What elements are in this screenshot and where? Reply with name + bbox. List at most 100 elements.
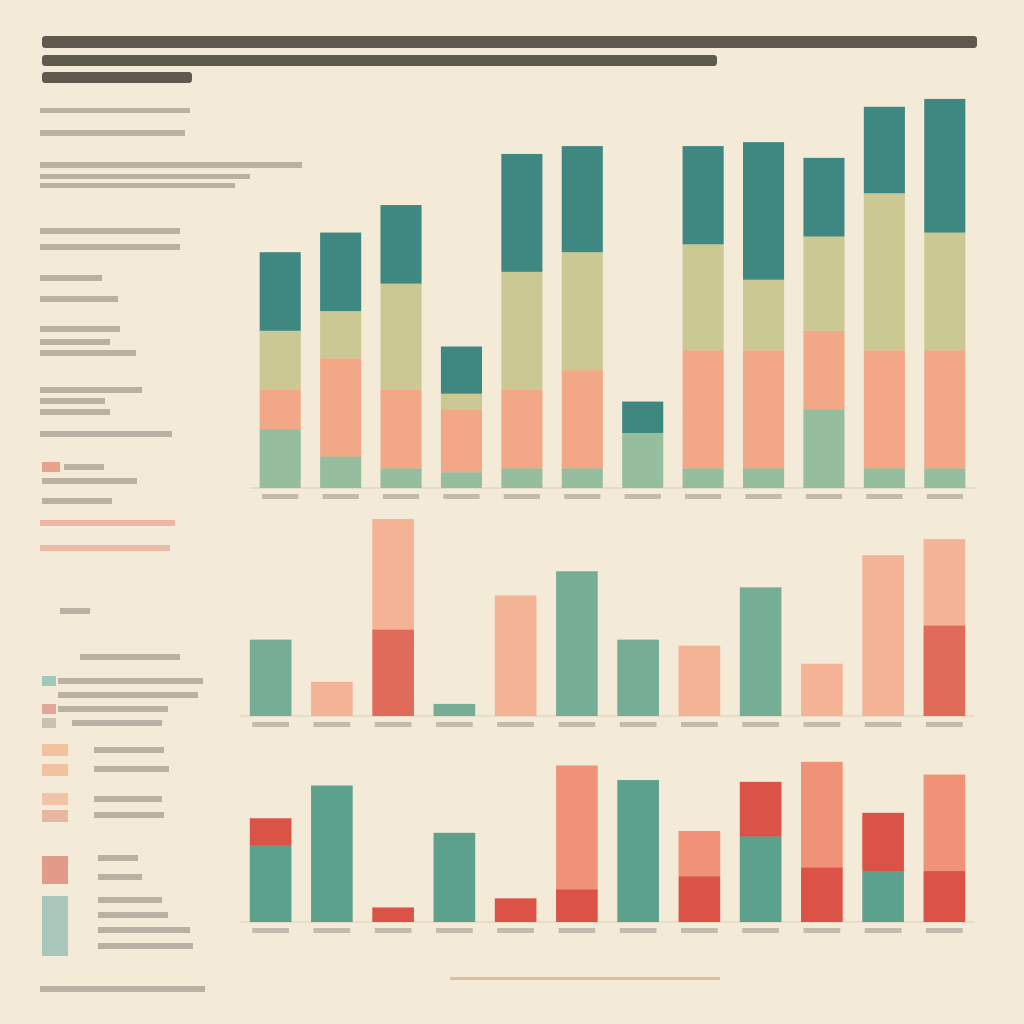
illegible-text [58,706,168,712]
illegible-text [40,326,120,332]
bar-segment [440,393,482,410]
illegible-text [42,72,192,83]
bar-segment [803,330,845,410]
illegible-label [558,928,596,933]
bar-segment [380,205,422,284]
illegible-label [497,928,534,933]
bar-segment [924,98,966,233]
illegible-label [564,494,601,499]
bar-segment [320,311,362,359]
illegible-label [619,928,657,933]
bar-segment [556,571,598,716]
illegible-label [926,722,963,727]
bar-segment [617,780,659,922]
bar-segment [739,781,782,837]
bar-segment [433,832,476,922]
bar-segment [561,146,603,253]
bar-segment [440,346,482,394]
bar-segment [311,785,353,922]
bar-segment [863,106,905,194]
illegible-text [94,747,164,753]
illegible-text [58,692,198,698]
bar-segment [801,663,843,716]
bar-segment [862,871,904,922]
illegible-label [322,494,359,499]
bar-segment [682,468,724,488]
swatch [42,676,56,686]
bar-segment [433,703,476,716]
bar-segment [863,350,905,469]
bar-segment [678,876,721,922]
bar-segment [561,252,603,371]
illegible-text [40,398,105,404]
bar-segment [617,639,659,716]
illegible-text [42,55,717,66]
illegible-label [252,928,289,933]
illegible-label [252,722,289,727]
illegible-text [58,678,203,684]
bar-segment [249,639,292,716]
illegible-label [436,722,473,727]
illegible-text [98,912,168,918]
bar-segment [494,898,537,922]
bar-segment [803,409,845,488]
bar-segment [803,236,845,331]
bar-segment [923,871,966,922]
bar-segment [743,350,785,469]
illegible-text [40,431,172,437]
illegible-label [745,494,782,499]
bar-segment [739,836,782,922]
bar-segment [863,468,905,488]
bar-segment [372,519,414,630]
illegible-text [94,812,164,818]
illegible-label [443,494,480,499]
illegible-label [681,722,718,727]
bar-segment [561,468,603,488]
bar-segment [924,232,966,351]
bar-segment [501,468,543,488]
illegible-side-notes [40,108,720,992]
bar-segment [739,587,782,716]
swatch [42,856,68,884]
bar-segment [259,252,301,331]
bar-segment [320,358,362,457]
bar-segment [862,812,904,872]
bar-segment [622,432,664,488]
illegible-label [503,494,540,499]
illegible-label [262,494,299,499]
bar-segment [320,456,362,488]
bar-segment [801,761,843,868]
illegible-text [72,720,162,726]
illegible-text [42,36,977,48]
illegible-text [40,183,235,188]
bar-segment [923,625,966,716]
illegible-label [558,722,596,727]
illegible-text [40,409,110,415]
bar-segment [678,831,721,877]
swatch [42,764,68,776]
illegible-label [374,722,412,727]
bar-segment [682,244,724,351]
illegible-text [98,874,142,880]
bar-segment [862,555,904,716]
illegible-text [40,130,185,136]
swatch [42,744,68,756]
illegible-label [805,494,843,499]
bar-segment [501,271,543,390]
illegible-label [926,494,963,499]
bar-segment [440,409,482,473]
illegible-label [866,494,903,499]
bar-segment [678,645,721,716]
illegible-text [98,897,162,903]
illegible-text [42,478,137,484]
illegible-label [864,928,902,933]
bar-segment [682,146,724,245]
illegible-label [374,928,412,933]
illegible-label [685,494,722,499]
illegible-label [803,928,841,933]
bar-segment [803,157,845,237]
illegible-text [40,174,250,179]
illegible-label [313,928,351,933]
bar-segment [924,468,966,488]
illegible-text [40,986,205,992]
